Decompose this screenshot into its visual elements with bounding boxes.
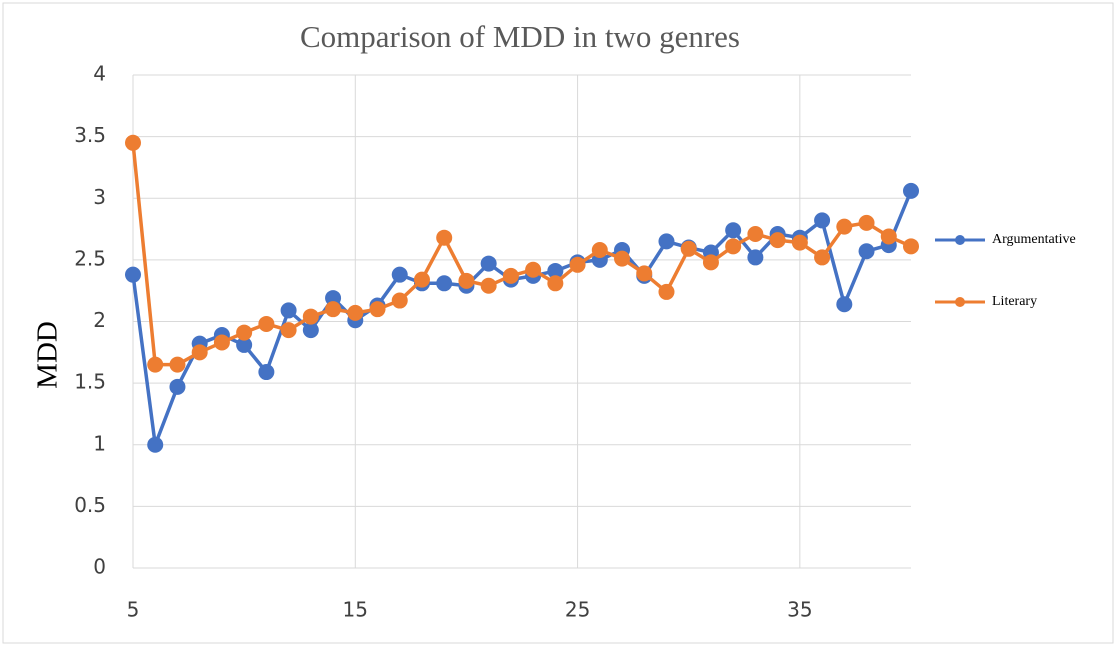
point xyxy=(725,238,742,255)
y-tick-label: 3 xyxy=(93,185,106,209)
point xyxy=(169,356,186,373)
y-tick-label: 0.5 xyxy=(74,493,106,517)
point xyxy=(769,232,786,249)
x-tick-label: 15 xyxy=(343,598,368,622)
point xyxy=(702,254,719,271)
point xyxy=(547,275,564,292)
point xyxy=(525,261,542,278)
point xyxy=(903,182,919,199)
point xyxy=(636,265,653,282)
point xyxy=(213,334,230,351)
chart-title: Comparison of MDD in two genres xyxy=(300,19,740,54)
point xyxy=(591,242,608,259)
point xyxy=(369,301,386,318)
point xyxy=(480,277,497,294)
point xyxy=(147,436,164,453)
x-tick-label: 5 xyxy=(127,598,140,622)
y-tick-label: 3.5 xyxy=(74,123,106,147)
y-axis-label: MDD xyxy=(32,321,64,389)
point xyxy=(258,315,275,332)
point xyxy=(903,238,919,255)
point xyxy=(747,249,764,266)
point xyxy=(147,356,164,373)
point xyxy=(725,222,742,239)
point xyxy=(302,308,319,325)
point xyxy=(569,256,586,273)
y-tick-label: 1 xyxy=(93,431,106,455)
y-tick-label: 1.5 xyxy=(74,370,106,394)
point xyxy=(236,324,253,341)
point xyxy=(814,249,831,266)
x-tick-label: 35 xyxy=(787,598,812,622)
y-tick-label: 2 xyxy=(93,308,106,332)
point xyxy=(880,228,897,245)
point xyxy=(280,322,297,339)
y-tick-label: 2.5 xyxy=(74,246,106,270)
point xyxy=(258,364,275,381)
point xyxy=(658,233,675,250)
point xyxy=(280,302,297,319)
point xyxy=(391,292,408,309)
point xyxy=(169,378,186,395)
point xyxy=(125,134,141,151)
legend-label: Argumentative xyxy=(992,232,1076,247)
point xyxy=(347,304,364,321)
legend-marker xyxy=(955,297,965,307)
point xyxy=(747,225,764,242)
point xyxy=(302,322,319,339)
point xyxy=(858,243,875,260)
point xyxy=(547,262,564,279)
point xyxy=(791,234,808,251)
point xyxy=(436,275,453,292)
y-tick-label: 0 xyxy=(93,555,106,579)
point xyxy=(814,212,831,229)
point xyxy=(614,250,631,267)
point xyxy=(236,336,253,353)
point xyxy=(325,290,342,307)
legend-marker xyxy=(955,235,965,245)
point xyxy=(480,255,497,272)
y-tick-label: 4 xyxy=(93,62,106,86)
point xyxy=(191,344,208,361)
x-tick-label: 25 xyxy=(565,598,590,622)
point xyxy=(858,214,875,231)
legend-label: Literary xyxy=(992,294,1037,309)
point xyxy=(658,283,675,300)
point xyxy=(413,271,430,288)
point xyxy=(436,229,453,246)
point xyxy=(325,301,342,318)
point xyxy=(836,296,853,313)
point xyxy=(680,240,697,257)
point xyxy=(125,266,141,283)
point xyxy=(836,218,853,235)
point xyxy=(391,266,408,283)
point xyxy=(502,267,519,284)
point xyxy=(458,272,475,289)
